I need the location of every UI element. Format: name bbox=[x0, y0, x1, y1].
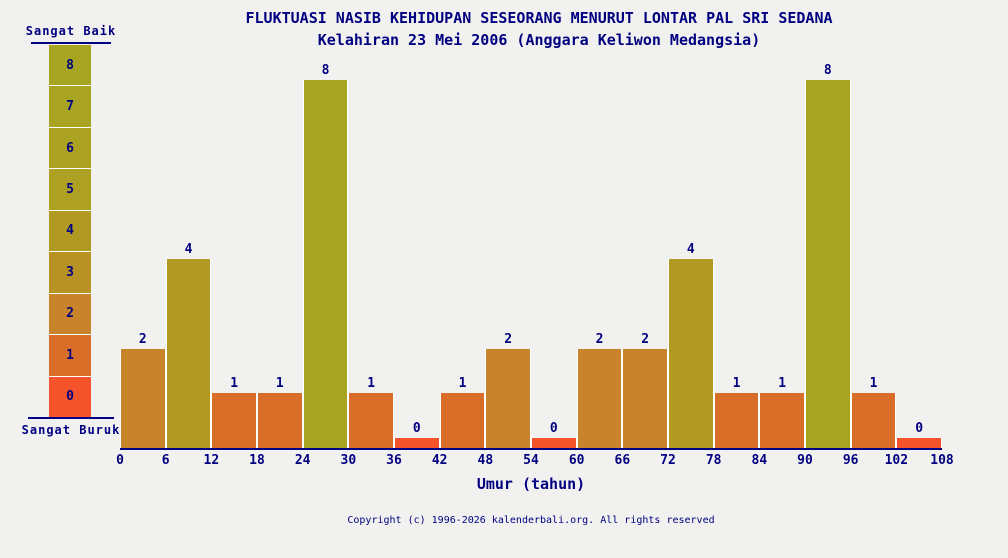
bar-value-label: 1 bbox=[732, 376, 741, 392]
chart-title: FLUKTUASI NASIB KEHIDUPAN SESEORANG MENU… bbox=[245, 9, 833, 27]
x-tick-label: 90 bbox=[797, 453, 813, 468]
x-tick-label: 42 bbox=[431, 453, 448, 468]
legend-level-3: 3 bbox=[49, 252, 91, 294]
x-tick-label: 12 bbox=[203, 453, 220, 468]
bar-value-label: 8 bbox=[321, 63, 330, 78]
x-tick-label: 72 bbox=[660, 453, 676, 468]
bar-age-90-96 bbox=[805, 80, 851, 448]
bar-value-label: 1 bbox=[458, 376, 467, 392]
chart-subtitle: Kelahiran 23 Mei 2006 (Anggara Keliwon M… bbox=[317, 31, 761, 49]
x-tick-label: 18 bbox=[249, 453, 265, 468]
x-tick-label: 78 bbox=[705, 453, 722, 468]
legend-level-6: 6 bbox=[49, 127, 91, 170]
bar-value-label: 1 bbox=[230, 376, 239, 392]
bar-age-42-48 bbox=[439, 393, 486, 448]
x-tick-label: 96 bbox=[842, 453, 859, 468]
bar-value-label: 2 bbox=[641, 331, 650, 347]
legend-best-label: Sangat Baik bbox=[25, 24, 117, 38]
x-axis-ticks: 0 6 12 18 24 30 36 42 48 54 60 66 72 78 84 90 96 102 108 bbox=[116, 453, 954, 469]
x-tick-label: 54 bbox=[523, 453, 539, 468]
bar-value-label: 4 bbox=[686, 242, 695, 257]
legend-level-7: 7 bbox=[49, 86, 91, 128]
bar-value-label: 1 bbox=[275, 376, 284, 392]
legend-level-0: 0 bbox=[49, 376, 91, 417]
bar-value-label: 0 bbox=[915, 421, 924, 436]
x-tick-label: 84 bbox=[751, 453, 768, 468]
x-tick-label: 36 bbox=[386, 453, 402, 468]
legend-level-4: 4 bbox=[49, 210, 91, 253]
bar-age-102-108 bbox=[896, 438, 942, 448]
bar-value-label: 2 bbox=[138, 331, 147, 347]
bar-age-72-78 bbox=[668, 259, 714, 448]
bar-age-36-42 bbox=[394, 438, 440, 448]
bar-value-label: 1 bbox=[778, 376, 787, 392]
bar-value-label: 0 bbox=[549, 421, 558, 436]
bar-age-48-54 bbox=[485, 348, 531, 448]
bar-value-label: 1 bbox=[869, 376, 878, 392]
copyright-text: Copyright (c) 1996-2026 kalenderbali.org… bbox=[347, 515, 715, 526]
legend-level-1: 1 bbox=[49, 335, 91, 377]
legend-worst-label: Sangat Buruk bbox=[21, 423, 121, 437]
bar-age-6-12 bbox=[165, 259, 212, 448]
bar-age-54-60 bbox=[531, 438, 577, 448]
legend-level-5: 5 bbox=[49, 169, 91, 211]
bar-age-84-90 bbox=[759, 393, 805, 448]
x-tick-label: 0 bbox=[116, 453, 124, 468]
x-tick-label: 108 bbox=[930, 453, 954, 468]
bar-value-label: 4 bbox=[184, 242, 193, 257]
legend-bottom-rule bbox=[28, 417, 114, 419]
x-tick-label: 48 bbox=[477, 453, 494, 468]
bar-value-label: 8 bbox=[823, 63, 832, 78]
bar-age-78-84 bbox=[713, 393, 760, 448]
legend-level-8: 8 bbox=[49, 45, 91, 87]
x-tick-label: 60 bbox=[568, 453, 585, 468]
bar-value-label: 1 bbox=[367, 376, 376, 392]
bar-age-0-6 bbox=[120, 348, 166, 448]
bar-age-60-66 bbox=[576, 348, 623, 448]
legend-top-rule bbox=[31, 42, 111, 44]
bar-plot-area: 2 4 1 1 8 1 0 1 2 0 2 2 4 1 1 8 1 0 bbox=[120, 0, 942, 448]
bar-age-18-24 bbox=[257, 393, 303, 448]
x-tick-label: 102 bbox=[884, 453, 909, 468]
x-tick-label: 6 bbox=[161, 453, 170, 468]
x-axis-line bbox=[120, 448, 942, 450]
x-tick-label: 66 bbox=[614, 453, 631, 468]
bar-value-label: 2 bbox=[595, 331, 604, 347]
bar-value-label: 0 bbox=[412, 421, 421, 436]
bar-age-66-72 bbox=[622, 348, 668, 448]
bar-age-30-36 bbox=[348, 393, 394, 448]
legend-level-2: 2 bbox=[49, 293, 91, 336]
bar-value-label: 2 bbox=[504, 331, 513, 347]
x-tick-label: 30 bbox=[340, 453, 357, 468]
bar-age-12-18 bbox=[211, 393, 257, 448]
bar-age-96-102 bbox=[850, 393, 897, 448]
x-axis-title: Umur (tahun) bbox=[476, 475, 586, 493]
x-tick-label: 24 bbox=[294, 453, 311, 468]
bar-age-24-30 bbox=[302, 80, 349, 448]
